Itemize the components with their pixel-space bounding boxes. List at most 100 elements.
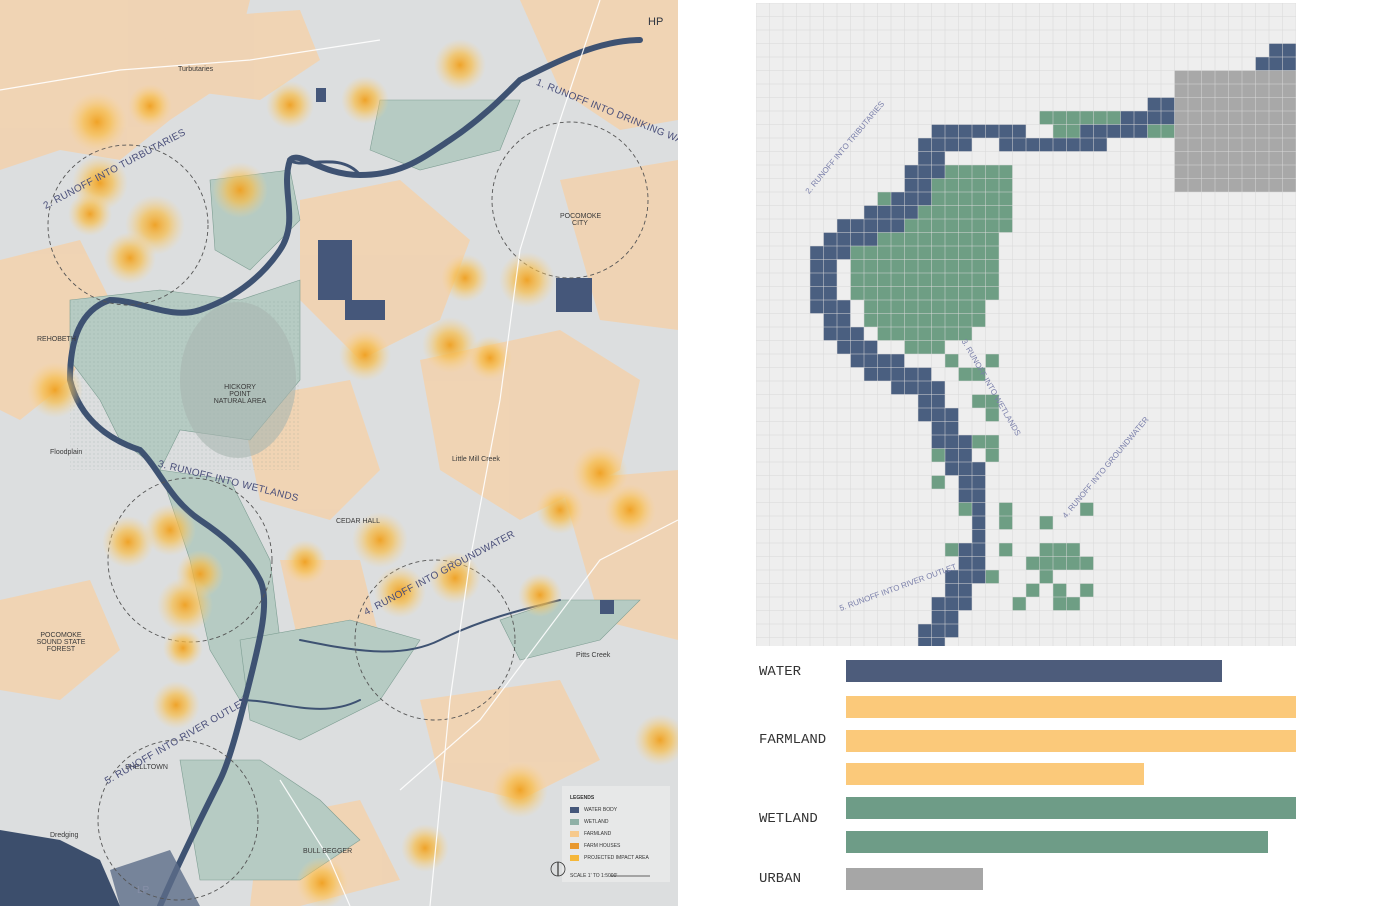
grid-cell	[945, 273, 959, 287]
grid-cell	[1269, 97, 1283, 111]
grid-cell	[972, 475, 986, 489]
place-label-bull-begger: BULL BEGGER	[303, 848, 353, 855]
legend-item: FARMLAND	[570, 828, 670, 840]
grid-cell	[1107, 124, 1121, 138]
grid-cell	[823, 313, 837, 327]
grid-cell	[985, 165, 999, 179]
grid-cell	[958, 192, 972, 206]
grid-cell	[877, 286, 891, 300]
grid-cell	[891, 313, 905, 327]
grid-cell	[1147, 124, 1161, 138]
grid-cell	[945, 597, 959, 611]
grid-cell	[945, 435, 959, 449]
grid-cell	[945, 178, 959, 192]
grid-cell	[837, 300, 851, 314]
grid-cell	[1026, 556, 1040, 570]
grid-cell	[945, 192, 959, 206]
grid-cell	[985, 219, 999, 233]
grid-cell	[1147, 111, 1161, 125]
grid-cell	[945, 165, 959, 179]
place-label-pitts-creek: Pitts Creek	[576, 652, 611, 659]
grid-cell	[1066, 124, 1080, 138]
bar-farmland-3	[846, 763, 1144, 785]
grid-cell	[1255, 178, 1269, 192]
grid-cell	[904, 327, 918, 341]
grid-cell	[918, 367, 932, 381]
grid-cell	[972, 192, 986, 206]
grid-cell	[904, 178, 918, 192]
grid-cell	[891, 300, 905, 314]
grid-cell	[864, 219, 878, 233]
grid-cell	[1282, 165, 1296, 179]
grid-cell	[985, 435, 999, 449]
grid-cell	[1215, 111, 1229, 125]
grid-cell	[1255, 70, 1269, 84]
grid-cell	[1174, 124, 1188, 138]
grid-cell	[891, 192, 905, 206]
grid-cell	[945, 354, 959, 368]
grid-cell	[985, 408, 999, 422]
grid-cell	[904, 192, 918, 206]
grid-cell	[931, 273, 945, 287]
bar-wetland-2	[846, 831, 1268, 853]
grid-cell	[985, 178, 999, 192]
grid-cell	[1269, 57, 1283, 71]
grid-cell	[918, 300, 932, 314]
grid-cell	[904, 340, 918, 354]
place-label-shelltown: SHELLTOWN	[125, 764, 168, 771]
category-label-farmland: FARMLAND	[759, 732, 827, 748]
grid-cell	[1242, 111, 1256, 125]
grid-cell	[931, 597, 945, 611]
grid-cell	[877, 313, 891, 327]
grid-cell	[958, 543, 972, 557]
grid-cell	[850, 232, 864, 246]
grid-cell	[1269, 70, 1283, 84]
grid-cell	[1215, 84, 1229, 98]
grid-cell	[1161, 111, 1175, 125]
grid-cell	[931, 448, 945, 462]
grid-cell	[1174, 97, 1188, 111]
legend-swatch-impact	[570, 855, 579, 861]
grid-cell	[958, 219, 972, 233]
grid-cell	[1228, 124, 1242, 138]
grid-cell	[1066, 138, 1080, 152]
grid-cell	[985, 286, 999, 300]
grid-cell	[1201, 178, 1215, 192]
grid-cell	[958, 583, 972, 597]
grid-cell	[1039, 570, 1053, 584]
grid-cell	[945, 259, 959, 273]
grid-cell	[891, 367, 905, 381]
grid-cell	[985, 192, 999, 206]
site-map[interactable]: HP LP Turbutaries POCOMOKE CITY REHOBETH…	[0, 0, 678, 906]
grid-cell	[810, 273, 824, 287]
bar-farmland-1	[846, 696, 1296, 718]
grid-cell	[1255, 138, 1269, 152]
grid-cell	[1282, 57, 1296, 71]
grid-cell	[864, 205, 878, 219]
grid-cell	[958, 462, 972, 476]
grid-cell	[891, 354, 905, 368]
grid-cell	[931, 475, 945, 489]
grid-cell	[837, 313, 851, 327]
grid-cell	[1012, 597, 1026, 611]
grid-cell	[931, 408, 945, 422]
grid-cell	[1053, 597, 1067, 611]
grid-cell	[1080, 583, 1094, 597]
bar-water	[846, 660, 1222, 682]
category-label-water: WATER	[759, 664, 802, 680]
grid-cell	[958, 556, 972, 570]
grid-cell	[1188, 124, 1202, 138]
grid-cell	[931, 219, 945, 233]
place-label-little-mill-creek: Little Mill Creek	[452, 456, 500, 463]
grid-cell	[1201, 124, 1215, 138]
grid-cell	[1215, 151, 1229, 165]
grid-cell	[864, 232, 878, 246]
grid-cell	[1201, 97, 1215, 111]
grid-cell	[918, 327, 932, 341]
grid-map[interactable]: 2. RUNOFF INTO TRIBUTARIES 3. RUNOFF INT…	[756, 3, 1296, 646]
grid-cell	[1161, 124, 1175, 138]
grid-cell	[931, 232, 945, 246]
grid-cell	[1174, 151, 1188, 165]
grid-cell	[1066, 543, 1080, 557]
grid-cell	[985, 570, 999, 584]
